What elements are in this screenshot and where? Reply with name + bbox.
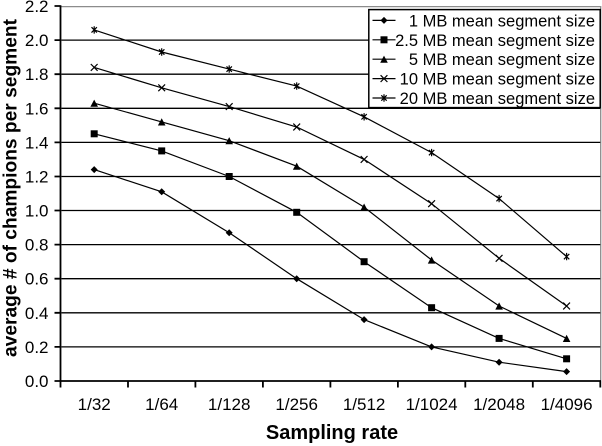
svg-text:0.8: 0.8: [25, 236, 49, 255]
svg-text:1/1024: 1/1024: [406, 395, 458, 414]
svg-text:2.2: 2.2: [25, 0, 49, 16]
svg-text:2.5 MB mean segment size: 2.5 MB mean segment size: [395, 32, 595, 50]
svg-text:0.4: 0.4: [25, 304, 49, 323]
svg-text:1/256: 1/256: [275, 395, 318, 414]
svg-text:1.8: 1.8: [25, 65, 49, 84]
svg-text:2.0: 2.0: [25, 31, 49, 50]
svg-text:0.6: 0.6: [25, 270, 49, 289]
svg-text:1.0: 1.0: [25, 202, 49, 221]
svg-text:1 MB mean segment size: 1 MB mean segment size: [409, 12, 595, 30]
svg-text:1.2: 1.2: [25, 168, 49, 187]
svg-text:1/128: 1/128: [208, 395, 251, 414]
svg-text:1.4: 1.4: [25, 133, 49, 152]
svg-text:1.6: 1.6: [25, 99, 49, 118]
svg-text:10 MB mean segment size: 10 MB mean segment size: [400, 71, 595, 89]
svg-text:0.0: 0.0: [25, 372, 49, 391]
svg-text:average # of champions per seg: average # of champions per segment: [1, 18, 22, 357]
svg-text:5 MB mean segment size: 5 MB mean segment size: [409, 51, 595, 69]
svg-text:1/512: 1/512: [343, 395, 386, 414]
svg-text:1/4096: 1/4096: [541, 395, 593, 414]
svg-text:1/64: 1/64: [145, 395, 178, 414]
svg-text:1/2048: 1/2048: [473, 395, 525, 414]
svg-text:0.2: 0.2: [25, 338, 49, 357]
svg-text:20 MB mean segment size: 20 MB mean segment size: [400, 90, 595, 108]
svg-text:Sampling rate: Sampling rate: [266, 422, 398, 444]
svg-text:1/32: 1/32: [78, 395, 111, 414]
